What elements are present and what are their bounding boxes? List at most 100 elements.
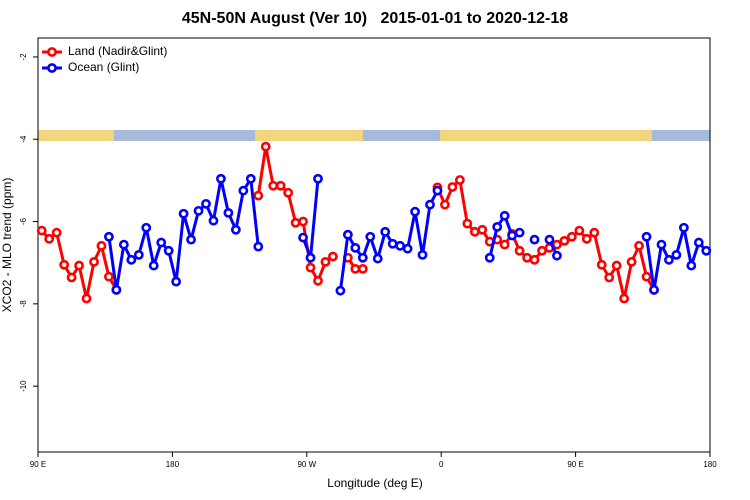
legend-label: Ocean (Glint) <box>68 60 139 74</box>
data-point <box>686 260 697 271</box>
data-point <box>402 243 413 254</box>
data-point <box>372 253 383 264</box>
series-line <box>40 145 656 300</box>
data-point <box>395 240 406 251</box>
series-line <box>107 177 708 292</box>
data-point <box>484 252 495 263</box>
x-tick-label: 180 <box>166 460 180 469</box>
data-point <box>641 271 652 282</box>
data-point <box>589 227 600 238</box>
data-point <box>44 233 55 244</box>
plot-frame <box>37 37 711 453</box>
data-point <box>604 272 615 283</box>
data-point <box>357 252 368 263</box>
data-point <box>693 237 704 248</box>
data-point <box>230 224 241 235</box>
data-point <box>350 242 361 253</box>
data-point <box>514 245 525 256</box>
data-point <box>201 198 211 209</box>
data-point <box>163 245 174 256</box>
data-point <box>253 190 264 201</box>
y-tick-label: -6 <box>19 217 28 225</box>
data-point <box>350 263 361 274</box>
data-point <box>529 234 540 245</box>
data-point <box>357 263 368 274</box>
x-tick-label: 90 E <box>30 460 46 469</box>
data-point <box>313 275 323 286</box>
data-point <box>335 285 346 296</box>
data-point <box>186 234 196 245</box>
data-point <box>51 227 62 238</box>
data-point <box>619 293 630 304</box>
data-point <box>74 260 84 271</box>
data-point <box>290 217 301 228</box>
data-point <box>81 293 92 304</box>
data-point <box>275 180 286 191</box>
data-point <box>462 218 473 229</box>
land-mask-strip <box>38 130 710 141</box>
data-point <box>387 238 398 249</box>
y-tick-label: -10 <box>19 380 28 392</box>
data-point <box>664 254 674 265</box>
y-tick-label: -8 <box>19 300 28 308</box>
data-point <box>469 226 480 237</box>
data-point <box>596 259 607 270</box>
data-point <box>245 173 256 184</box>
data-point <box>432 185 443 196</box>
data-point <box>104 271 114 282</box>
data-point <box>283 187 294 198</box>
data-point <box>522 252 532 263</box>
data-point <box>148 260 159 271</box>
legend-label: Land (Nadir&Glint) <box>68 44 167 58</box>
data-point <box>611 260 622 271</box>
data-point <box>574 225 585 236</box>
data-point <box>537 245 547 256</box>
data-point <box>656 239 667 250</box>
data-point <box>626 256 637 267</box>
data-point <box>671 249 682 260</box>
land-band <box>440 130 652 141</box>
data-point <box>36 225 47 236</box>
y-axis-label: XCO2 - MLO trend (ppm) <box>0 178 14 313</box>
x-tick-label: 180 <box>703 460 717 469</box>
x-tick-label: 90 W <box>297 460 316 469</box>
data-point <box>141 222 152 233</box>
data-point <box>342 229 353 240</box>
data-point <box>529 254 540 265</box>
chart-title: 45N-50N August (Ver 10) 2015-01-01 to 20… <box>182 10 568 27</box>
y-tick-label: -4 <box>19 135 28 143</box>
ocean-band <box>38 130 710 141</box>
data-point <box>253 241 264 252</box>
data-point <box>514 227 525 238</box>
data-point <box>238 185 249 196</box>
data-point <box>156 237 167 248</box>
data-point <box>410 206 420 217</box>
data-point <box>178 208 189 219</box>
data-point <box>66 272 77 283</box>
data-point <box>223 208 234 218</box>
data-point <box>298 232 308 243</box>
data-point <box>193 205 204 216</box>
x-axis-label: Longitude (deg E) <box>327 476 422 490</box>
data-point <box>649 284 659 295</box>
y-tick-label: -2 <box>19 53 28 61</box>
data-point <box>552 250 562 261</box>
data-point <box>499 210 510 221</box>
data-point <box>260 141 271 152</box>
data-point <box>89 256 99 267</box>
data-point <box>298 216 308 227</box>
data-point <box>118 239 129 250</box>
data-point <box>507 230 518 241</box>
x-tick-label: 0 <box>439 460 444 469</box>
data-point <box>59 259 70 270</box>
data-point <box>96 240 107 251</box>
land-band <box>38 130 114 141</box>
data-point <box>492 221 503 232</box>
data-point <box>328 251 338 262</box>
data-point <box>634 240 644 251</box>
series <box>104 173 712 296</box>
data-point <box>559 235 570 246</box>
data-point <box>268 180 279 191</box>
data-point <box>454 175 465 185</box>
data-point <box>678 222 689 233</box>
